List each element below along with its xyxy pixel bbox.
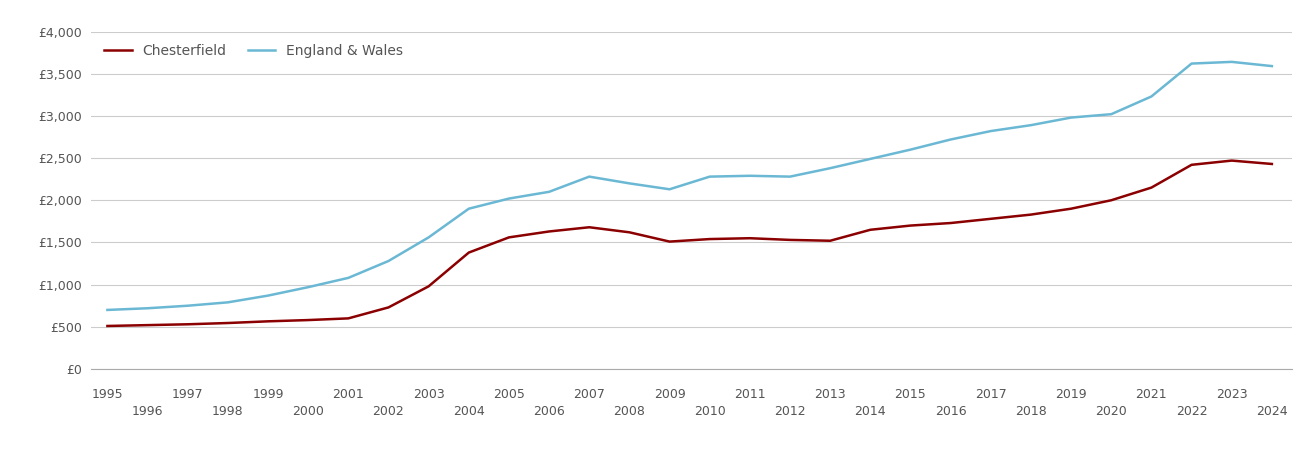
Line: England & Wales: England & Wales (107, 62, 1272, 310)
Chesterfield (341, 316, 356, 321)
Text: 2018: 2018 (1015, 405, 1047, 418)
Chesterfield (260, 319, 275, 324)
Text: 2022: 2022 (1176, 405, 1207, 418)
Chesterfield (461, 250, 476, 255)
England & Wales (903, 147, 919, 152)
Chesterfield (1184, 162, 1199, 167)
England & Wales (863, 156, 878, 162)
Text: 2015: 2015 (895, 388, 927, 401)
Chesterfield (180, 322, 196, 327)
England & Wales (822, 166, 838, 171)
England & Wales (461, 206, 476, 211)
Text: 2004: 2004 (453, 405, 484, 418)
Text: 2019: 2019 (1056, 388, 1087, 401)
Chesterfield (1143, 185, 1159, 190)
Text: 1995: 1995 (91, 388, 123, 401)
Line: Chesterfield: Chesterfield (107, 161, 1272, 326)
England & Wales (99, 307, 115, 313)
Text: 2007: 2007 (573, 388, 606, 401)
Chesterfield (1224, 158, 1240, 163)
Chesterfield (903, 223, 919, 228)
Text: 2005: 2005 (493, 388, 525, 401)
Text: 2011: 2011 (733, 388, 766, 401)
England & Wales (702, 174, 718, 179)
Chesterfield (1023, 212, 1039, 217)
England & Wales (140, 306, 155, 311)
Text: 2021: 2021 (1135, 388, 1167, 401)
Text: 2010: 2010 (694, 405, 726, 418)
Text: 1998: 1998 (211, 405, 244, 418)
Chesterfield (621, 230, 637, 235)
Chesterfield (662, 239, 677, 244)
England & Wales (501, 196, 517, 201)
Text: 2001: 2001 (333, 388, 364, 401)
Text: 2023: 2023 (1216, 388, 1248, 401)
Text: 2020: 2020 (1095, 405, 1128, 418)
England & Wales (983, 128, 998, 134)
Chesterfield (420, 284, 436, 289)
Chesterfield (381, 305, 397, 310)
England & Wales (743, 173, 758, 179)
England & Wales (942, 137, 958, 142)
Chesterfield (863, 227, 878, 233)
Chesterfield (582, 225, 598, 230)
England & Wales (1104, 112, 1120, 117)
England & Wales (1143, 94, 1159, 99)
England & Wales (300, 284, 316, 290)
England & Wales (260, 293, 275, 298)
England & Wales (1023, 122, 1039, 128)
Text: 2014: 2014 (855, 405, 886, 418)
England & Wales (782, 174, 797, 179)
Chesterfield (1104, 198, 1120, 203)
England & Wales (1224, 59, 1240, 64)
Text: 2003: 2003 (412, 388, 445, 401)
Legend: Chesterfield, England & Wales: Chesterfield, England & Wales (98, 38, 408, 63)
Chesterfield (1265, 161, 1280, 166)
England & Wales (662, 187, 677, 192)
Text: 2016: 2016 (934, 405, 967, 418)
Chesterfield (782, 237, 797, 243)
England & Wales (180, 303, 196, 308)
Text: 2017: 2017 (975, 388, 1006, 401)
England & Wales (420, 234, 436, 240)
England & Wales (621, 180, 637, 186)
England & Wales (1265, 63, 1280, 69)
Text: 2009: 2009 (654, 388, 685, 401)
Text: 2000: 2000 (292, 405, 324, 418)
Chesterfield (99, 323, 115, 328)
England & Wales (1064, 115, 1079, 120)
Chesterfield (140, 322, 155, 328)
Text: 2024: 2024 (1255, 405, 1288, 418)
Text: 2012: 2012 (774, 405, 806, 418)
England & Wales (542, 189, 557, 194)
England & Wales (341, 275, 356, 281)
Chesterfield (1064, 206, 1079, 211)
Text: 1996: 1996 (132, 405, 163, 418)
Chesterfield (300, 317, 316, 323)
England & Wales (381, 258, 397, 264)
Text: 1999: 1999 (252, 388, 283, 401)
Text: 1997: 1997 (172, 388, 204, 401)
Chesterfield (221, 320, 236, 326)
Text: 2008: 2008 (613, 405, 646, 418)
Chesterfield (942, 220, 958, 226)
Text: 2002: 2002 (373, 405, 405, 418)
Chesterfield (702, 236, 718, 242)
Chesterfield (743, 235, 758, 241)
Chesterfield (822, 238, 838, 243)
Chesterfield (983, 216, 998, 221)
England & Wales (582, 174, 598, 179)
England & Wales (221, 300, 236, 305)
Chesterfield (542, 229, 557, 234)
Text: 2013: 2013 (814, 388, 846, 401)
Text: 2006: 2006 (534, 405, 565, 418)
Chesterfield (501, 234, 517, 240)
England & Wales (1184, 61, 1199, 66)
